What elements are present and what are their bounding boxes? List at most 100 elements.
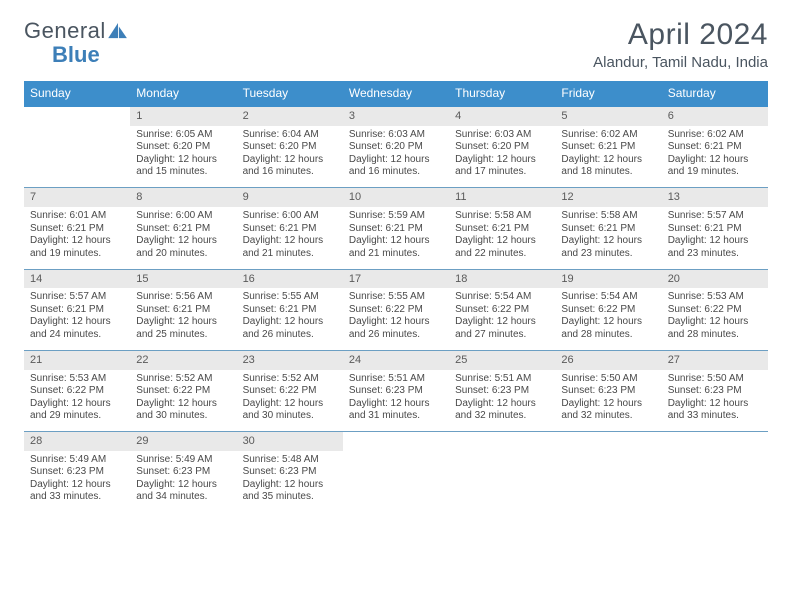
sunset-text: Sunset: 6:23 PM — [349, 385, 443, 398]
sunrise-text: Sunrise: 5:57 AM — [30, 291, 124, 304]
daylight-text: Daylight: 12 hours and 31 minutes. — [349, 398, 443, 423]
day-number: 14 — [24, 269, 130, 288]
sunrise-text: Sunrise: 5:55 AM — [243, 291, 337, 304]
day-cell: Sunrise: 6:00 AMSunset: 6:21 PMDaylight:… — [237, 207, 343, 269]
day-cell — [343, 451, 449, 513]
sunset-text: Sunset: 6:21 PM — [561, 141, 655, 154]
day-cell: Sunrise: 5:57 AMSunset: 6:21 PMDaylight:… — [662, 207, 768, 269]
sunset-text: Sunset: 6:23 PM — [136, 466, 230, 479]
weekday-header: Saturday — [662, 81, 768, 106]
sunrise-text: Sunrise: 5:52 AM — [243, 373, 337, 386]
weekday-header: Wednesday — [343, 81, 449, 106]
sunrise-text: Sunrise: 5:56 AM — [136, 291, 230, 304]
sunrise-text: Sunrise: 5:51 AM — [455, 373, 549, 386]
daylight-text: Daylight: 12 hours and 32 minutes. — [561, 398, 655, 423]
day-cell: Sunrise: 6:03 AMSunset: 6:20 PMDaylight:… — [449, 126, 555, 188]
day-cell: Sunrise: 5:53 AMSunset: 6:22 PMDaylight:… — [24, 370, 130, 432]
day-cell: Sunrise: 6:05 AMSunset: 6:20 PMDaylight:… — [130, 126, 236, 188]
daylight-text: Daylight: 12 hours and 35 minutes. — [243, 479, 337, 504]
day-number: 9 — [237, 188, 343, 207]
day-cell: Sunrise: 5:52 AMSunset: 6:22 PMDaylight:… — [237, 370, 343, 432]
sunset-text: Sunset: 6:22 PM — [455, 304, 549, 317]
sunrise-text: Sunrise: 6:05 AM — [136, 129, 230, 142]
day-number: 5 — [555, 106, 661, 126]
daylight-text: Daylight: 12 hours and 30 minutes. — [243, 398, 337, 423]
day-number: 6 — [662, 106, 768, 126]
sunrise-text: Sunrise: 5:58 AM — [455, 210, 549, 223]
daylight-text: Daylight: 12 hours and 29 minutes. — [30, 398, 124, 423]
day-cell: Sunrise: 5:52 AMSunset: 6:22 PMDaylight:… — [130, 370, 236, 432]
location: Alandur, Tamil Nadu, India — [593, 54, 768, 71]
day-number: 11 — [449, 188, 555, 207]
sunset-text: Sunset: 6:23 PM — [668, 385, 762, 398]
sunrise-text: Sunrise: 5:49 AM — [30, 454, 124, 467]
day-number: 29 — [130, 432, 236, 451]
daylight-text: Daylight: 12 hours and 23 minutes. — [561, 235, 655, 260]
sunrise-text: Sunrise: 5:58 AM — [561, 210, 655, 223]
daylight-text: Daylight: 12 hours and 27 minutes. — [455, 316, 549, 341]
day-number: 13 — [662, 188, 768, 207]
daylight-text: Daylight: 12 hours and 22 minutes. — [455, 235, 549, 260]
sunset-text: Sunset: 6:22 PM — [349, 304, 443, 317]
sunset-text: Sunset: 6:20 PM — [455, 141, 549, 154]
weekday-header: Friday — [555, 81, 661, 106]
daylight-text: Daylight: 12 hours and 28 minutes. — [561, 316, 655, 341]
day-cell: Sunrise: 5:50 AMSunset: 6:23 PMDaylight:… — [662, 370, 768, 432]
day-cell: Sunrise: 5:54 AMSunset: 6:22 PMDaylight:… — [555, 288, 661, 350]
day-number: 30 — [237, 432, 343, 451]
daylight-text: Daylight: 12 hours and 34 minutes. — [136, 479, 230, 504]
daylight-text: Daylight: 12 hours and 33 minutes. — [668, 398, 762, 423]
daylight-text: Daylight: 12 hours and 33 minutes. — [30, 479, 124, 504]
sunrise-text: Sunrise: 5:51 AM — [349, 373, 443, 386]
day-number — [24, 106, 130, 126]
day-number: 7 — [24, 188, 130, 207]
sunset-text: Sunset: 6:22 PM — [30, 385, 124, 398]
day-cell: Sunrise: 6:03 AMSunset: 6:20 PMDaylight:… — [343, 126, 449, 188]
day-cell — [449, 451, 555, 513]
sunrise-text: Sunrise: 5:53 AM — [30, 373, 124, 386]
day-cell: Sunrise: 5:50 AMSunset: 6:23 PMDaylight:… — [555, 370, 661, 432]
daylight-text: Daylight: 12 hours and 28 minutes. — [668, 316, 762, 341]
sunrise-text: Sunrise: 5:55 AM — [349, 291, 443, 304]
daylight-text: Daylight: 12 hours and 26 minutes. — [349, 316, 443, 341]
weekday-header: Sunday — [24, 81, 130, 106]
sunrise-text: Sunrise: 6:02 AM — [561, 129, 655, 142]
sunset-text: Sunset: 6:20 PM — [136, 141, 230, 154]
daylight-text: Daylight: 12 hours and 16 minutes. — [349, 154, 443, 179]
sunset-text: Sunset: 6:22 PM — [136, 385, 230, 398]
day-number: 27 — [662, 350, 768, 369]
sunrise-text: Sunrise: 5:49 AM — [136, 454, 230, 467]
day-cell: Sunrise: 5:58 AMSunset: 6:21 PMDaylight:… — [449, 207, 555, 269]
day-number: 2 — [237, 106, 343, 126]
sunrise-text: Sunrise: 6:00 AM — [136, 210, 230, 223]
day-number — [343, 432, 449, 451]
daylight-text: Daylight: 12 hours and 16 minutes. — [243, 154, 337, 179]
daylight-text: Daylight: 12 hours and 21 minutes. — [349, 235, 443, 260]
sunrise-text: Sunrise: 6:02 AM — [668, 129, 762, 142]
sunset-text: Sunset: 6:21 PM — [668, 223, 762, 236]
sunset-text: Sunset: 6:20 PM — [243, 141, 337, 154]
day-number: 16 — [237, 269, 343, 288]
day-number: 26 — [555, 350, 661, 369]
sunrise-text: Sunrise: 5:50 AM — [668, 373, 762, 386]
daylight-text: Daylight: 12 hours and 24 minutes. — [30, 316, 124, 341]
sunset-text: Sunset: 6:21 PM — [455, 223, 549, 236]
day-cell — [24, 126, 130, 188]
day-number — [662, 432, 768, 451]
day-number: 8 — [130, 188, 236, 207]
sunset-text: Sunset: 6:20 PM — [349, 141, 443, 154]
day-number: 18 — [449, 269, 555, 288]
daylight-text: Daylight: 12 hours and 15 minutes. — [136, 154, 230, 179]
daylight-text: Daylight: 12 hours and 20 minutes. — [136, 235, 230, 260]
day-number: 3 — [343, 106, 449, 126]
weekday-header: Monday — [130, 81, 236, 106]
sunrise-text: Sunrise: 6:04 AM — [243, 129, 337, 142]
daylight-text: Daylight: 12 hours and 25 minutes. — [136, 316, 230, 341]
daylight-text: Daylight: 12 hours and 19 minutes. — [30, 235, 124, 260]
day-cell: Sunrise: 6:00 AMSunset: 6:21 PMDaylight:… — [130, 207, 236, 269]
brand-part2: Blue — [52, 42, 100, 68]
day-cell: Sunrise: 5:57 AMSunset: 6:21 PMDaylight:… — [24, 288, 130, 350]
day-cell: Sunrise: 5:51 AMSunset: 6:23 PMDaylight:… — [343, 370, 449, 432]
day-number: 4 — [449, 106, 555, 126]
sunset-text: Sunset: 6:21 PM — [349, 223, 443, 236]
